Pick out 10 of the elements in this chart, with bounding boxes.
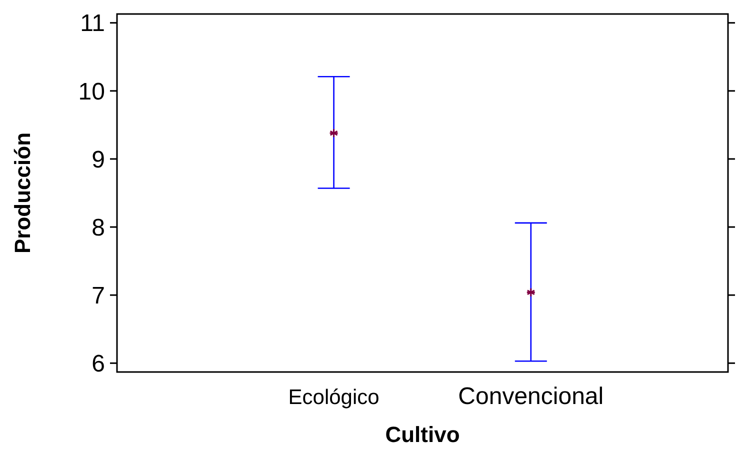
x-tick-label: Convencional	[458, 383, 604, 410]
x-tick-label: Ecológico	[288, 386, 380, 409]
y-tick-label: 6	[92, 350, 105, 378]
y-tick-label: 10	[78, 78, 105, 106]
y-tick-label: 8	[92, 214, 105, 242]
x-axis-title: Cultivo	[385, 422, 460, 447]
y-tick-label: 7	[92, 282, 105, 310]
y-tick-label: 9	[92, 146, 105, 174]
y-axis-title: Producción	[10, 132, 35, 254]
y-tick-label: 11	[80, 10, 105, 38]
